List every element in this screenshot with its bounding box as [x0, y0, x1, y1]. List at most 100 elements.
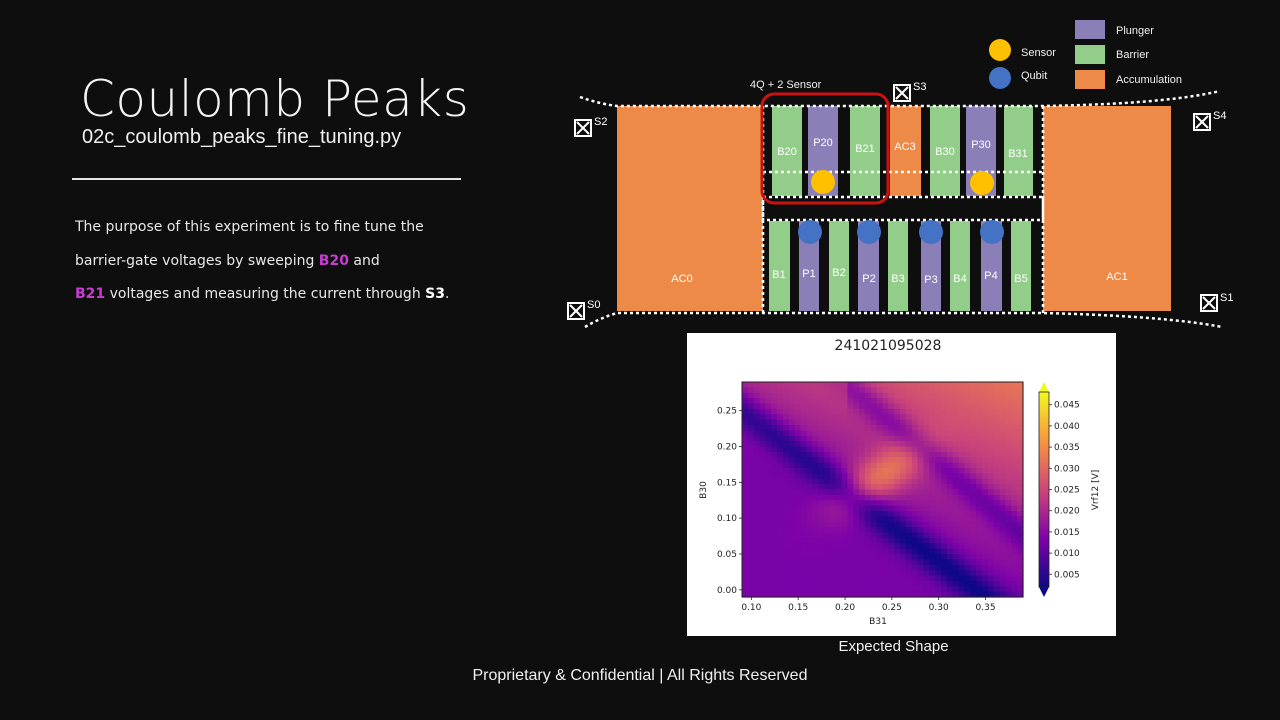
heatmap-cell — [993, 392, 1001, 399]
heatmap-cell — [847, 484, 854, 491]
heatmap-cell — [870, 441, 878, 448]
heatmap-cell — [970, 398, 977, 405]
heatmap-cell — [970, 478, 977, 485]
heatmap-cell — [941, 494, 948, 501]
heatmap-cell — [923, 419, 930, 426]
heatmap-cell — [841, 408, 848, 415]
heatmap-cell — [853, 408, 860, 415]
heatmap-cell — [935, 586, 942, 593]
heatmap-cell — [970, 564, 977, 571]
heatmap-cell — [812, 446, 819, 453]
heatmap-chart: 241021095028 0.10 0.15 0.20 0.25 0.30 0.350.0… — [699, 338, 1101, 627]
heatmap-cell — [812, 478, 819, 485]
heatmap-cell — [829, 425, 837, 431]
heatmap-cell — [788, 548, 796, 555]
heatmap-cell — [993, 473, 1001, 480]
heatmap-cell — [835, 392, 843, 399]
heatmap-cell — [946, 457, 954, 464]
heatmap-cell — [929, 548, 936, 555]
heatmap-cell — [812, 570, 819, 577]
heatmap-cell — [777, 543, 784, 550]
heatmap-cell — [999, 521, 1007, 528]
heatmap-cell — [794, 548, 802, 555]
heatmap-cell — [742, 484, 749, 491]
heatmap-cell — [829, 403, 837, 410]
heatmap-cell — [946, 570, 954, 577]
heatmap-cell — [841, 586, 848, 593]
heatmap-cell — [876, 570, 884, 577]
heatmap-cell — [847, 457, 854, 464]
heatmap-cell — [905, 403, 913, 410]
heatmap-cell — [794, 532, 802, 539]
heatmap-cell — [1005, 435, 1012, 442]
heatmap-cell — [835, 537, 843, 544]
heatmap-cell — [882, 468, 889, 474]
heatmap-cell — [859, 478, 866, 485]
x-tick-label: 0.35 — [976, 603, 996, 613]
heatmap-cell — [976, 473, 983, 480]
heatmap-cell — [841, 387, 848, 394]
heatmap-cell — [946, 435, 954, 442]
heatmap-cell — [917, 419, 925, 426]
heatmap-cell — [888, 532, 895, 539]
heatmap-cell — [1017, 408, 1024, 415]
heatmap-cell — [853, 430, 860, 437]
heatmap-cell — [782, 586, 790, 593]
heatmap-cell — [870, 387, 878, 394]
heatmap-cell — [759, 446, 767, 453]
heatmap-cell — [777, 478, 784, 485]
heatmap-cell — [841, 478, 848, 485]
heatmap-cell — [976, 500, 983, 507]
heatmap-cell — [894, 403, 901, 410]
heatmap-cell — [859, 425, 866, 431]
contact-s3-label: S3 — [913, 81, 926, 93]
heatmap-cell — [859, 414, 866, 421]
heatmap-cell — [1017, 527, 1024, 534]
y-tick-label: 0.00 — [717, 586, 737, 596]
heatmap-cell — [941, 398, 948, 405]
heatmap-cell — [800, 419, 807, 426]
heatmap-cell — [987, 484, 995, 491]
heatmap-cell — [765, 478, 772, 485]
heatmap-cell — [753, 500, 761, 507]
heatmap-cell — [876, 441, 884, 448]
heatmap-cell — [941, 435, 948, 442]
heatmap-cell — [742, 532, 749, 539]
heatmap-cell — [900, 548, 907, 555]
heatmap-cell — [952, 484, 960, 491]
heatmap-cell — [771, 457, 778, 464]
heatmap-cell — [911, 403, 919, 410]
heatmap-cell — [782, 435, 790, 442]
heatmap-cell — [876, 473, 884, 480]
heatmap-cell — [982, 408, 989, 415]
heatmap-cell — [976, 527, 983, 534]
heatmap-cell — [1017, 559, 1024, 566]
heatmap-cell — [847, 478, 854, 485]
heatmap-cell — [964, 478, 971, 485]
heatmap-cell — [829, 554, 837, 560]
heatmap-cell — [823, 511, 831, 517]
heatmap-cell — [905, 435, 913, 442]
heatmap-cell — [818, 451, 825, 458]
heatmap-cell — [794, 570, 802, 577]
heatmap-cell — [788, 537, 796, 544]
heatmap-cell — [999, 435, 1007, 442]
heatmap-cell — [859, 435, 866, 442]
heatmap-cell — [876, 462, 884, 469]
heatmap-cell — [970, 484, 977, 491]
heatmap-cell — [765, 575, 772, 582]
heatmap-cell — [800, 570, 807, 577]
heatmap-cell — [782, 527, 790, 534]
heatmap-cell — [976, 408, 983, 415]
heatmap-cell — [806, 564, 813, 571]
heatmap-cell — [829, 559, 837, 566]
heatmap-cell — [864, 494, 872, 501]
heatmap-cell — [806, 537, 813, 544]
contact-s1-label: S1 — [1220, 292, 1233, 304]
heatmap-cell — [859, 408, 866, 415]
heatmap-cell — [941, 425, 948, 431]
heatmap-cell — [935, 484, 942, 491]
heatmap-cell — [853, 586, 860, 593]
heatmap-cell — [829, 575, 837, 582]
heatmap-cell — [958, 419, 966, 426]
